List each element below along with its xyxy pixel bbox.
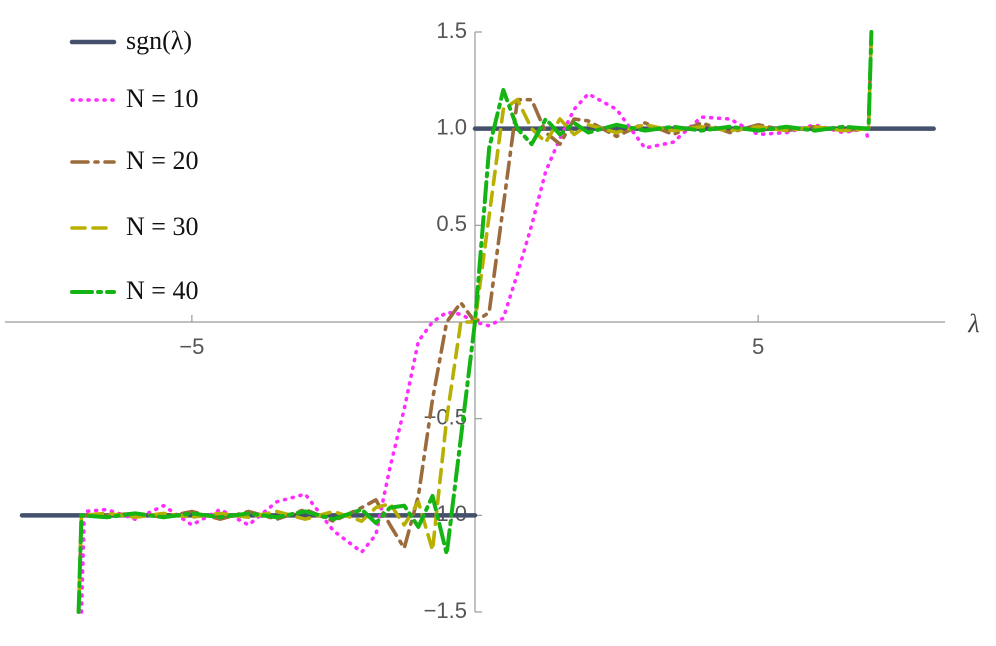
- x-tick-label: 5: [752, 334, 764, 359]
- y-tick-label: −1.5: [424, 598, 467, 623]
- legend-label: N = 30: [126, 212, 198, 241]
- y-tick-label: 0.5: [436, 211, 467, 236]
- x-axis-label: λ: [967, 309, 979, 338]
- legend-label: N = 40: [126, 276, 198, 305]
- line-series: [79, 92, 871, 614]
- legend-label: sgn(λ): [126, 26, 192, 55]
- line-series: [76, 30, 874, 614]
- legend-label: N = 10: [126, 84, 198, 113]
- x-tick-label: −5: [179, 334, 204, 359]
- y-tick-label: 1.5: [436, 18, 467, 43]
- legend-label: N = 20: [126, 146, 198, 175]
- y-tick-label: 1.0: [436, 114, 467, 139]
